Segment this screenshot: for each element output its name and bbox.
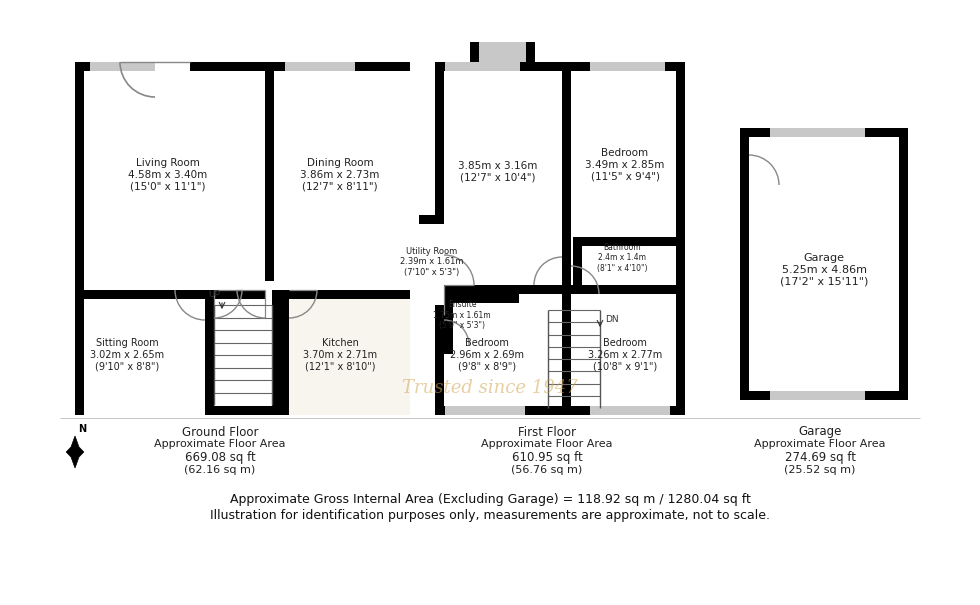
Text: Illustration for identification purposes only, measurements are approximate, not: Illustration for identification purposes…	[210, 509, 770, 523]
Text: Trusted since 1947: Trusted since 1947	[402, 379, 578, 397]
Text: UP: UP	[208, 290, 220, 299]
Bar	[84, 71, 410, 290]
Bar	[740, 128, 908, 400]
Polygon shape	[67, 436, 84, 468]
Text: First Floor: First Floor	[518, 425, 576, 439]
Bar	[289, 299, 410, 415]
Text: 274.69 sq ft: 274.69 sq ft	[785, 451, 856, 465]
Bar	[280, 290, 410, 415]
Text: Approximate Gross Internal Area (Excluding Garage) = 118.92 sq m / 1280.04 sq ft: Approximate Gross Internal Area (Excludi…	[229, 494, 751, 506]
Text: Kitchen
3.70m x 2.71m
(12'1" x 8'10"): Kitchen 3.70m x 2.71m (12'1" x 8'10")	[303, 338, 377, 371]
Bar	[444, 71, 676, 406]
Bar	[582, 246, 676, 285]
Bar	[590, 406, 670, 415]
Bar	[770, 391, 865, 400]
Text: Approximate Floor Area: Approximate Floor Area	[481, 439, 612, 449]
Text: Garage: Garage	[799, 425, 842, 439]
Bar	[562, 294, 571, 406]
Text: Bedroom
3.49m x 2.85m
(11'5" x 9'4"): Bedroom 3.49m x 2.85m (11'5" x 9'4")	[585, 148, 664, 182]
Text: (56.76 sq m): (56.76 sq m)	[512, 465, 583, 475]
Bar	[410, 215, 458, 305]
Text: Garage
5.25m x 4.86m
(17'2" x 15'11"): Garage 5.25m x 4.86m (17'2" x 15'11")	[780, 253, 868, 287]
Text: DN: DN	[605, 315, 618, 324]
Bar	[444, 294, 519, 354]
Bar	[281, 290, 410, 299]
Bar	[84, 290, 265, 299]
Text: (62.16 sq m): (62.16 sq m)	[184, 465, 256, 475]
Text: Living Room
4.58m x 3.40m
(15'0" x 11'1"): Living Room 4.58m x 3.40m (15'0" x 11'1"…	[128, 159, 208, 192]
Bar	[453, 303, 519, 354]
Bar	[205, 290, 214, 415]
Bar	[84, 299, 205, 415]
Bar	[84, 299, 120, 335]
Bar	[75, 290, 120, 335]
Text: Dining Room
3.86m x 2.73m
(12'7" x 8'11"): Dining Room 3.86m x 2.73m (12'7" x 8'11"…	[300, 159, 379, 192]
Bar	[444, 285, 676, 294]
Bar	[410, 215, 419, 305]
Bar	[90, 62, 155, 71]
Text: Approximate Floor Area: Approximate Floor Area	[154, 439, 286, 449]
Bar	[289, 299, 410, 415]
Bar	[573, 237, 676, 294]
Text: Bedroom
3.26m x 2.77m
(10'8" x 9'1"): Bedroom 3.26m x 2.77m (10'8" x 9'1")	[588, 338, 662, 371]
Text: Approximate Floor Area: Approximate Floor Area	[755, 439, 886, 449]
Text: Ground Floor: Ground Floor	[181, 425, 259, 439]
Text: (25.52 sq m): (25.52 sq m)	[784, 465, 856, 475]
Bar	[445, 406, 525, 415]
Text: Sitting Room
3.02m x 2.65m
(9'10" x 8'8"): Sitting Room 3.02m x 2.65m (9'10" x 8'8"…	[90, 338, 164, 371]
Text: Ensuite
1.75m x 1.61m
(5'9" x 5'3"): Ensuite 1.75m x 1.61m (5'9" x 5'3")	[433, 300, 491, 330]
Bar	[479, 42, 526, 62]
Text: Utility Room
2.39m x 1.61m
(7'10" x 5'3"): Utility Room 2.39m x 1.61m (7'10" x 5'3"…	[400, 247, 464, 277]
Bar	[770, 128, 865, 137]
Bar	[749, 137, 899, 391]
Bar	[265, 71, 274, 281]
Bar	[272, 290, 281, 415]
Bar	[590, 62, 665, 71]
Bar	[75, 290, 205, 415]
Text: 3.85m x 3.16m
(12'7" x 10'4"): 3.85m x 3.16m (12'7" x 10'4")	[459, 161, 538, 183]
Bar	[445, 62, 520, 71]
Bar	[562, 71, 571, 285]
Text: 610.95 sq ft: 610.95 sq ft	[512, 451, 582, 465]
Bar	[120, 52, 190, 72]
Text: 669.08 sq ft: 669.08 sq ft	[184, 451, 256, 465]
Bar	[419, 224, 458, 305]
Text: Bedroom
2.96m x 2.69m
(9'8" x 8'9"): Bedroom 2.96m x 2.69m (9'8" x 8'9")	[450, 338, 524, 371]
Bar	[75, 62, 410, 290]
Text: Bathroom
2.4m x 1.4m
(8'1" x 4'10"): Bathroom 2.4m x 1.4m (8'1" x 4'10")	[597, 243, 647, 273]
Bar	[205, 406, 280, 415]
Text: N: N	[78, 424, 86, 434]
Bar	[470, 42, 535, 70]
Bar	[435, 62, 685, 415]
Bar	[285, 62, 355, 71]
